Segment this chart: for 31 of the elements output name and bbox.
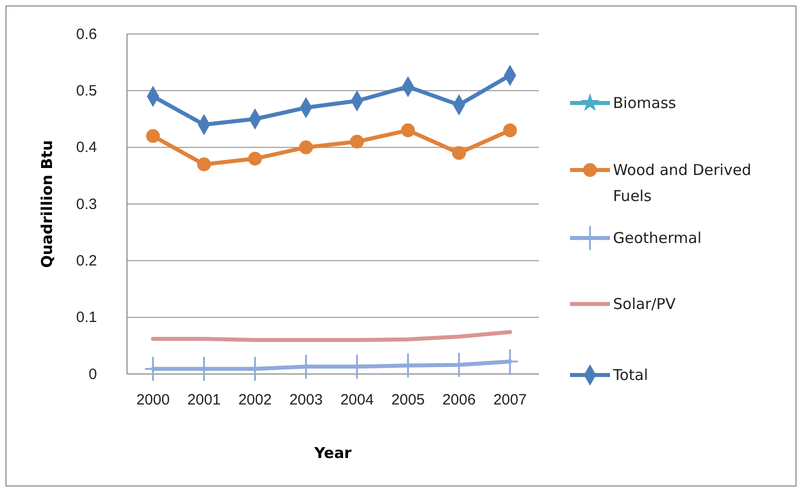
x-tick-label: 2006 — [442, 392, 476, 409]
x-tick-label: 2000 — [136, 392, 170, 409]
y-tick-label: 0.4 — [76, 139, 97, 156]
legend-label: Biomass — [613, 94, 676, 112]
point — [452, 146, 466, 160]
x-tick-label: 2003 — [289, 392, 323, 409]
y-tick-label: 0.6 — [76, 26, 97, 43]
legend-label: Wood and Derived Fuels — [613, 161, 752, 205]
y-tick-label: 0 — [88, 366, 97, 383]
point — [299, 140, 313, 154]
x-tick-label: 2001 — [187, 392, 221, 409]
y-tick-label: 0.3 — [76, 196, 97, 213]
line-series — [151, 330, 512, 342]
y-tick-label: 0.2 — [76, 252, 97, 270]
x-tick-label: 2005 — [391, 392, 425, 409]
legend-label: Solar/PV — [613, 295, 676, 313]
y-axis-title: Quadrillion Btu — [38, 140, 56, 268]
point — [248, 152, 262, 166]
x-tick-label: 2007 — [493, 392, 527, 409]
point — [401, 123, 415, 138]
x-tick-label: 2004 — [340, 392, 374, 409]
point — [350, 134, 364, 149]
legend-label: Geothermal — [613, 229, 702, 247]
point — [503, 123, 517, 138]
x-axis-title: Year — [313, 444, 352, 462]
y-tick-label: 0.1 — [76, 309, 97, 326]
point — [146, 129, 160, 143]
x-tick-label: 2002 — [238, 392, 272, 409]
legend-label: Total — [612, 366, 648, 384]
y-tick-label: 0.5 — [76, 82, 97, 100]
point — [197, 157, 211, 172]
